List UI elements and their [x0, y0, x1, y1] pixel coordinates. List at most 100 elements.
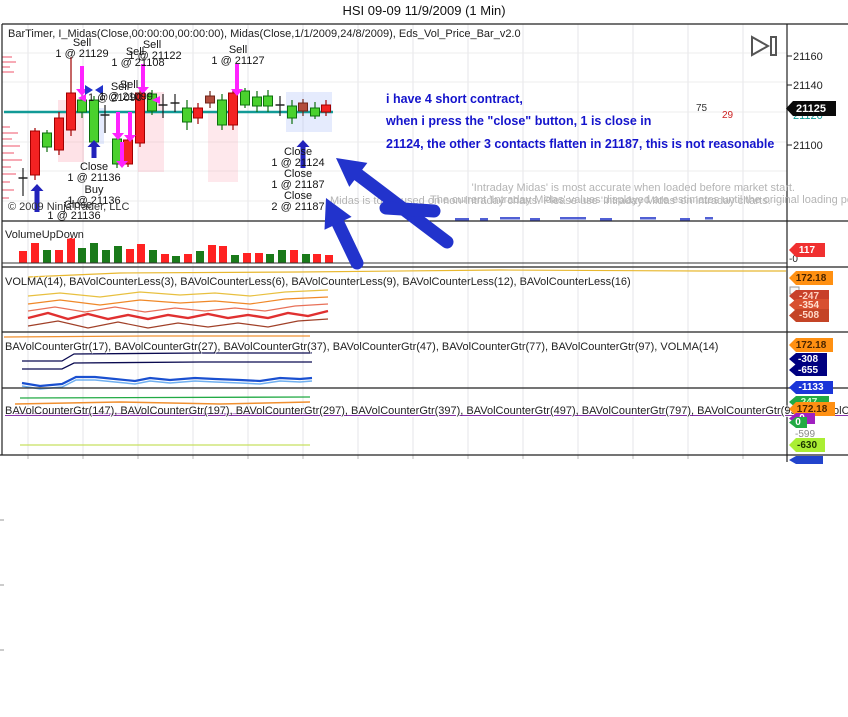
hidden-text-dash: [530, 218, 540, 221]
trade-label: Close: [283, 146, 313, 158]
indicator-line-volma-3: [27, 303, 329, 313]
bowtie-icon: [95, 85, 103, 95]
volume-profile-bar: [2, 126, 10, 128]
trade-label: 1 @ 21122: [128, 50, 182, 62]
volma-panel-label: VOLMA(14), BAVolCounterLess(3), BAVolCou…: [5, 276, 631, 288]
volume-bar: [31, 243, 39, 263]
axis-price-label: 21140: [793, 80, 823, 92]
volume-bar: [243, 253, 251, 263]
candle-body: [310, 107, 320, 117]
volume-bar: [90, 243, 98, 263]
gtr2-panel-label: BAVolCounterGtr(147), BAVolCounterGtr(19…: [5, 405, 848, 417]
candle-body: [182, 107, 192, 123]
hidden-text-dash: [500, 217, 520, 220]
candle-body: [135, 92, 145, 144]
indicator-line-volma-2: [27, 296, 329, 306]
annotation-line-2: when i press the "close" button, 1 is cl…: [386, 114, 652, 128]
buy-arrow-icon: [30, 184, 44, 191]
trade-label: 2 @ 21187: [271, 201, 325, 213]
gray-value-label: -599: [795, 429, 816, 440]
volume-bar: [208, 245, 216, 263]
volume-profile-bar: [2, 166, 11, 168]
candle-body: [287, 105, 297, 119]
indicator-line-gtr2-orange: [14, 401, 311, 405]
trade-label: Sell: [119, 79, 139, 91]
volume-profile-bar: [2, 173, 16, 175]
indicator-line-volma-5: [27, 318, 329, 329]
volume-bar: [114, 246, 122, 263]
main-indicator-label: BarTimer, I_Midas(Close,00:00:00,00:00:0…: [8, 28, 521, 40]
candle-body: [252, 96, 262, 107]
axis-price-label: 21100: [793, 140, 823, 152]
indicator-value-badge: -508: [789, 309, 829, 322]
indicator-line-gtr-blue-2: [21, 379, 313, 390]
volume-bar: [172, 256, 180, 263]
volume-profile-bar: [2, 159, 22, 161]
volume-bar: [19, 251, 27, 263]
volume-panel-label: VolumeUpDown: [5, 229, 84, 241]
candle-body: [205, 95, 215, 104]
volume-bar: [149, 250, 157, 263]
midas-notice-line2a: Midas is to be used on non-intraday char…: [330, 195, 771, 207]
indicator-value-badge: [789, 456, 823, 464]
indicator-value-badge: 172.18: [789, 271, 833, 285]
volume-profile-bar: [2, 197, 9, 199]
indicator-value-badge: 172.18: [789, 338, 833, 352]
hand-drawn-arrow-shaft: [331, 216, 364, 270]
candle-body: [147, 93, 157, 112]
volume-zero-axis-label: -0: [789, 254, 798, 265]
candle-body: [42, 132, 52, 148]
trade-label: 1 @ 21187: [271, 179, 325, 191]
sell-arrow-icon: [124, 135, 136, 142]
candle-body: [193, 107, 203, 119]
annotation-line-1: i have 4 short contract,: [386, 92, 523, 106]
volume-bar: [137, 244, 145, 263]
volume-bar: [102, 250, 110, 263]
indicator-value-badge: -630: [789, 438, 825, 452]
trade-label: 1 @ 21124: [271, 157, 325, 169]
magenta-triangle-icon: [152, 96, 160, 104]
hidden-text-dash: [640, 217, 656, 220]
trade-label: Close: [283, 168, 313, 180]
trade-label: 1 @ 21127: [211, 55, 265, 67]
volume-bar: [302, 254, 310, 263]
volume-profile-bar: [2, 189, 14, 191]
volume-profile-bar: [2, 71, 14, 73]
hidden-text-dash: [455, 218, 469, 221]
go-to-end-icon[interactable]: [750, 35, 784, 59]
last-price-badge: 21125: [786, 101, 836, 116]
indicator-line-gtr-navy-a: [22, 352, 312, 362]
trade-label: Close: [283, 190, 313, 202]
indicator-value-badge: -1133: [789, 381, 833, 394]
value-75: 75: [696, 103, 708, 114]
buy-arrow-icon: [296, 140, 310, 147]
candle-body: [321, 104, 331, 113]
trade-label: 1 @ 21136: [67, 195, 121, 207]
hidden-text-dash: [600, 218, 612, 221]
trade-label: Sell: [72, 37, 92, 49]
sell-arrow-icon: [137, 87, 149, 94]
volume-profile-bar: [2, 56, 12, 58]
indicator-line-gtr-top: [3, 335, 310, 338]
indicator-line-volma-1: [27, 289, 329, 298]
volume-bar: [219, 246, 227, 263]
volume-profile-bar: [2, 61, 16, 63]
volume-bar: [184, 254, 192, 263]
axis-price-label: 21160: [793, 51, 823, 63]
volume-bar: [161, 254, 169, 263]
candle-body: [217, 99, 227, 126]
indicator-line-gtr2-green: [19, 396, 311, 399]
hidden-text-dash: [680, 218, 690, 221]
gtr-panel-label: BAVolCounterGtr(17), BAVolCounterGtr(27)…: [5, 341, 719, 353]
indicator-line-gtr-blue-1: [21, 375, 313, 388]
indicator-line-gtr-navy-b: [22, 361, 312, 370]
volume-profile-bar: [2, 152, 14, 154]
hand-drawn-arrow-head: [324, 198, 352, 230]
volume-bar: [325, 255, 333, 263]
sell-arrow-icon: [231, 89, 243, 96]
midas-notice-line2b: The current 'Intraday Midas' values disp…: [430, 194, 848, 206]
magenta-triangle-icon: [78, 94, 86, 102]
